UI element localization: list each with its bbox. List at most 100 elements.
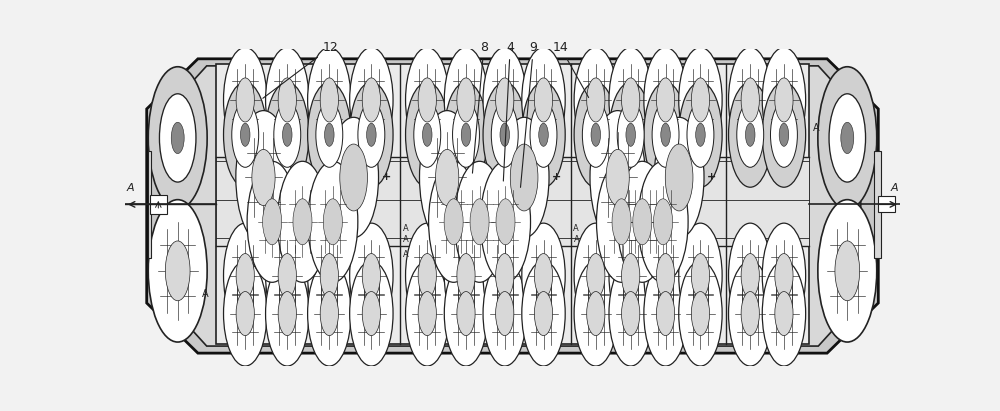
Text: A: A <box>891 183 898 193</box>
Ellipse shape <box>358 102 385 167</box>
Ellipse shape <box>266 48 309 152</box>
Bar <box>252 192 353 252</box>
Ellipse shape <box>148 67 207 209</box>
Ellipse shape <box>340 144 367 211</box>
Ellipse shape <box>654 199 673 245</box>
Text: A: A <box>812 123 819 134</box>
Ellipse shape <box>274 102 301 167</box>
Ellipse shape <box>591 123 601 146</box>
Ellipse shape <box>775 78 793 122</box>
Ellipse shape <box>762 82 806 187</box>
Ellipse shape <box>597 161 647 282</box>
Ellipse shape <box>522 261 565 366</box>
Ellipse shape <box>679 82 722 187</box>
Ellipse shape <box>687 102 714 167</box>
Ellipse shape <box>741 78 759 122</box>
Ellipse shape <box>266 223 309 328</box>
Ellipse shape <box>444 261 488 366</box>
Text: A: A <box>127 183 134 193</box>
Ellipse shape <box>656 291 675 336</box>
Ellipse shape <box>587 254 605 298</box>
Bar <box>874 151 881 258</box>
Ellipse shape <box>236 254 254 298</box>
Ellipse shape <box>835 241 860 301</box>
Bar <box>150 195 167 214</box>
Ellipse shape <box>420 111 475 245</box>
Ellipse shape <box>457 291 475 336</box>
Ellipse shape <box>779 123 789 146</box>
Ellipse shape <box>483 82 526 187</box>
Ellipse shape <box>729 223 772 328</box>
Bar <box>726 157 809 245</box>
Ellipse shape <box>534 291 553 336</box>
Ellipse shape <box>252 150 275 206</box>
Ellipse shape <box>737 102 764 167</box>
Ellipse shape <box>522 223 565 328</box>
Ellipse shape <box>661 123 670 146</box>
Ellipse shape <box>422 123 432 146</box>
Ellipse shape <box>461 123 471 146</box>
Ellipse shape <box>148 200 207 342</box>
Ellipse shape <box>483 48 526 152</box>
Ellipse shape <box>362 254 380 298</box>
Bar <box>148 151 151 258</box>
Ellipse shape <box>224 261 267 366</box>
Ellipse shape <box>236 291 254 336</box>
Ellipse shape <box>224 48 267 152</box>
Ellipse shape <box>679 261 722 366</box>
Ellipse shape <box>444 223 488 328</box>
Ellipse shape <box>414 102 441 167</box>
Ellipse shape <box>418 254 436 298</box>
Ellipse shape <box>480 161 531 282</box>
Ellipse shape <box>232 102 259 167</box>
Ellipse shape <box>622 78 640 122</box>
Ellipse shape <box>612 199 631 245</box>
Ellipse shape <box>818 67 877 209</box>
Ellipse shape <box>240 123 250 146</box>
Ellipse shape <box>696 123 705 146</box>
Ellipse shape <box>622 291 640 336</box>
Ellipse shape <box>308 261 351 366</box>
Ellipse shape <box>762 48 806 152</box>
Ellipse shape <box>325 123 334 146</box>
Ellipse shape <box>770 102 797 167</box>
Ellipse shape <box>418 291 436 336</box>
Ellipse shape <box>841 122 854 154</box>
Ellipse shape <box>762 223 806 328</box>
Ellipse shape <box>582 102 609 167</box>
Ellipse shape <box>323 199 342 245</box>
Ellipse shape <box>656 254 675 298</box>
Ellipse shape <box>278 254 296 298</box>
Ellipse shape <box>775 291 793 336</box>
Ellipse shape <box>350 223 393 328</box>
Ellipse shape <box>745 123 755 146</box>
Bar <box>878 196 895 212</box>
Ellipse shape <box>609 82 652 187</box>
Ellipse shape <box>293 199 312 245</box>
Ellipse shape <box>308 161 358 282</box>
Ellipse shape <box>406 223 449 328</box>
Ellipse shape <box>406 48 449 152</box>
Ellipse shape <box>587 78 605 122</box>
Ellipse shape <box>775 254 793 298</box>
Ellipse shape <box>679 48 722 152</box>
Ellipse shape <box>829 94 866 182</box>
Ellipse shape <box>266 82 309 187</box>
Ellipse shape <box>444 82 488 187</box>
Ellipse shape <box>418 78 436 122</box>
Text: 9: 9 <box>521 41 537 187</box>
Text: 14: 14 <box>553 41 589 97</box>
Ellipse shape <box>247 161 297 282</box>
Text: +: + <box>707 173 716 182</box>
Ellipse shape <box>606 150 629 206</box>
Ellipse shape <box>362 291 380 336</box>
Ellipse shape <box>741 291 759 336</box>
Ellipse shape <box>429 161 479 282</box>
Polygon shape <box>147 59 878 353</box>
Ellipse shape <box>483 223 526 328</box>
Text: 12: 12 <box>263 41 338 98</box>
Ellipse shape <box>263 199 282 245</box>
Ellipse shape <box>691 291 710 336</box>
Ellipse shape <box>534 78 553 122</box>
Ellipse shape <box>617 161 667 282</box>
